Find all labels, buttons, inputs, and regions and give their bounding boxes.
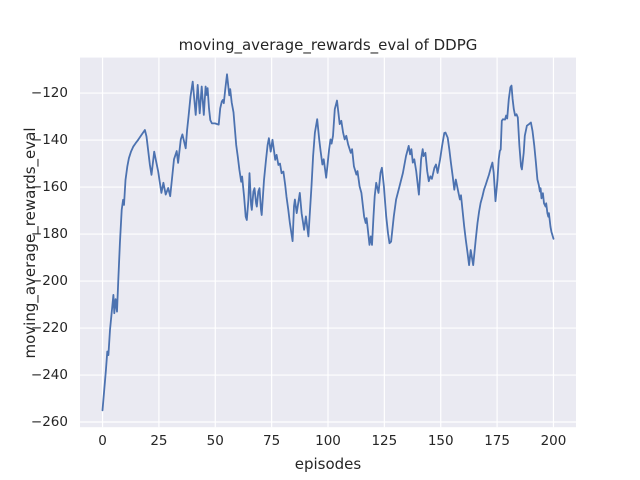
y-tick-label: −180 xyxy=(30,226,68,243)
x-tick-label: 175 xyxy=(484,433,510,449)
y-tick-label: −200 xyxy=(30,273,68,290)
y-tick-label: −260 xyxy=(30,414,68,431)
x-tick-label: 150 xyxy=(427,433,454,449)
x-tick-label: 200 xyxy=(540,433,567,449)
y-tick-label: −140 xyxy=(30,132,68,149)
x-tick-label: 125 xyxy=(371,433,398,449)
y-tick-label: −120 xyxy=(30,85,68,102)
x-tick-label: 25 xyxy=(150,433,168,449)
data-line xyxy=(101,73,555,412)
y-tick-label: −160 xyxy=(30,179,68,196)
x-tick-label: 50 xyxy=(206,433,224,449)
x-tick-label: 0 xyxy=(98,433,107,449)
x-tick-label: 75 xyxy=(263,433,281,449)
y-tick-label: −240 xyxy=(30,367,68,384)
y-tick-label: −220 xyxy=(30,320,68,337)
chart-title: moving_average_rewards_eval of DDPG xyxy=(178,36,478,54)
x-tick-label: 100 xyxy=(315,433,341,449)
x-axis-label: episodes xyxy=(294,455,362,473)
